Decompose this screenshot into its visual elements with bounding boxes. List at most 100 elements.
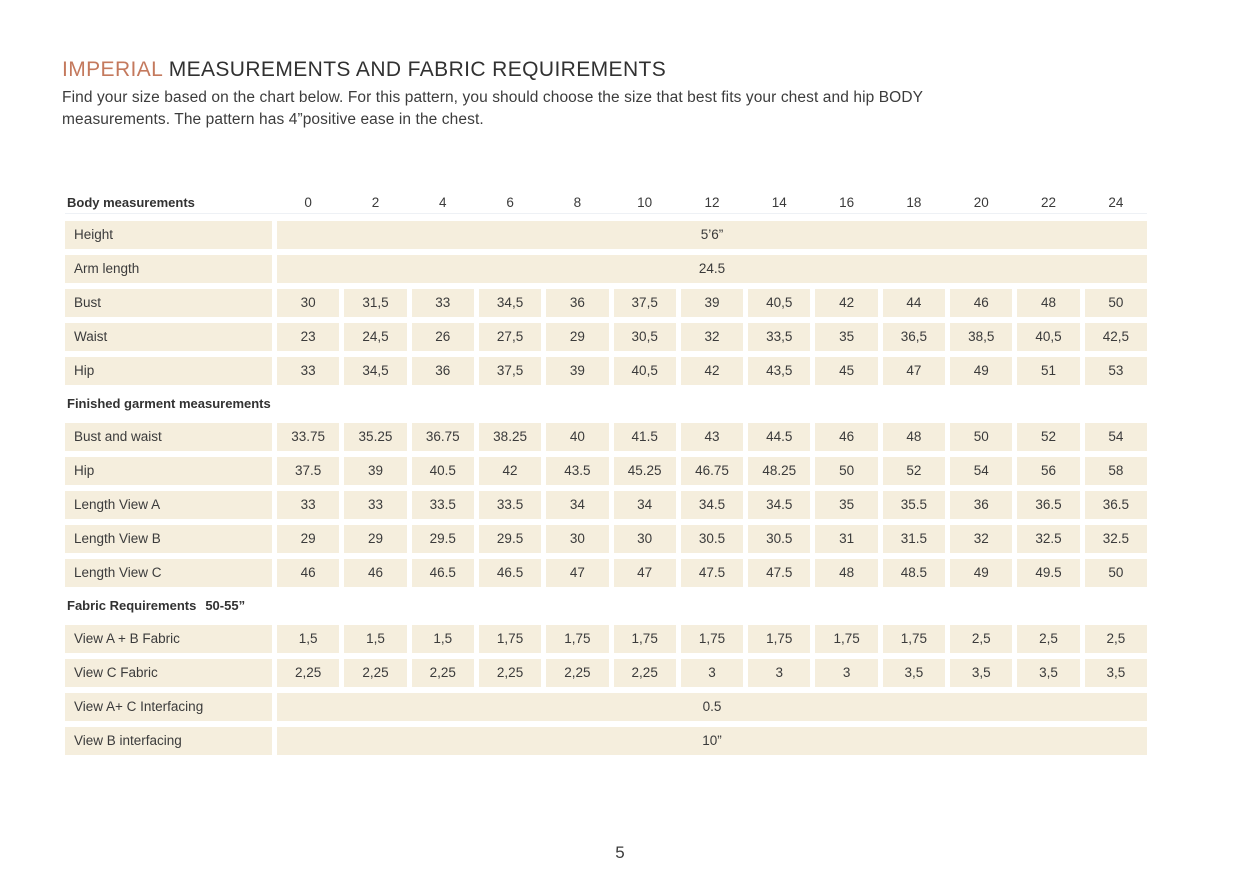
document-header: IMPERIAL MEASUREMENTS AND FABRIC REQUIRE… — [62, 58, 1122, 131]
value-cell: 46 — [815, 423, 878, 451]
value-cell: 52 — [882, 457, 946, 485]
merged-value-cell: 5’6” — [277, 221, 1147, 249]
value-cell: 42,5 — [1084, 323, 1147, 351]
row-label: Length View B — [65, 525, 272, 553]
value-cell: 39 — [680, 289, 744, 317]
value-cell: 27,5 — [478, 323, 542, 351]
merged-value-cell: 10” — [277, 727, 1147, 755]
row-label: Arm length — [65, 255, 272, 283]
value-cell: 47 — [613, 559, 676, 587]
value-cell: 3,5 — [882, 659, 946, 687]
table-row: Hip 33 34,5 36 37,5 39 40,5 42 43,5 45 47 49 51 53 — [65, 357, 1147, 385]
section-header-row: Finished garment measurements — [65, 391, 1147, 417]
value-cell: 35.25 — [344, 423, 407, 451]
value-cell: 49 — [950, 357, 1013, 385]
value-cell: 36.5 — [1017, 491, 1080, 519]
value-cell: 34 — [546, 491, 609, 519]
row-label: Hip — [65, 357, 272, 385]
value-cell: 29.5 — [478, 525, 542, 553]
value-cell: 34,5 — [478, 289, 542, 317]
value-cell: 43,5 — [748, 357, 811, 385]
value-cell: 52 — [1017, 423, 1080, 451]
row-label: Waist — [65, 323, 272, 351]
value-cell: 40 — [546, 423, 609, 451]
value-cell: 34.5 — [748, 491, 811, 519]
section-header-suffix: 50-55” — [205, 598, 246, 613]
value-cell: 3 — [680, 659, 744, 687]
table-row: Bust and waist 33.75 35.25 36.75 38.25 40 41.5… — [65, 423, 1147, 451]
value-cell: 40,5 — [748, 289, 811, 317]
value-cell: 46 — [950, 289, 1013, 317]
size-column-header: 14 — [771, 195, 787, 210]
value-cell: 3 — [815, 659, 878, 687]
value-cell: 1,75 — [748, 625, 811, 653]
value-cell: 40.5 — [411, 457, 474, 485]
table-row: Length View A 33 33 33.5 33.5 34 34 34.5 34.5 35 3… — [65, 491, 1147, 519]
value-cell: 38,5 — [950, 323, 1013, 351]
value-cell: 49 — [950, 559, 1013, 587]
value-cell: 43.5 — [546, 457, 609, 485]
value-cell: 36.5 — [1084, 491, 1147, 519]
value-cell: 34,5 — [344, 357, 407, 385]
value-cell: 2,25 — [546, 659, 609, 687]
table-row: View C Fabric 2,25 2,25 2,25 2,25 2,25 2,25 3 3 3… — [65, 659, 1147, 687]
intro-line-1: Find your size based on the chart below.… — [62, 89, 924, 106]
value-cell: 36.75 — [411, 423, 474, 451]
value-cell: 46.5 — [478, 559, 542, 587]
value-cell: 32.5 — [1084, 525, 1147, 553]
value-cell: 2,25 — [344, 659, 407, 687]
value-cell: 3 — [748, 659, 811, 687]
value-cell: 36 — [546, 289, 609, 317]
value-cell: 48.25 — [748, 457, 811, 485]
value-cell: 1,75 — [882, 625, 946, 653]
value-cell: 1,75 — [613, 625, 676, 653]
table-row: Hip 37.5 39 40.5 42 43.5 45.25 46.75 48.25 50 52 54… — [65, 457, 1147, 485]
value-cell: 46.75 — [680, 457, 744, 485]
value-cell: 36 — [950, 491, 1013, 519]
value-cell: 47.5 — [680, 559, 744, 587]
merged-value-cell: 0.5 — [277, 693, 1147, 721]
value-cell: 47.5 — [748, 559, 811, 587]
value-cell: 48.5 — [882, 559, 946, 587]
value-cell: 2,5 — [1017, 625, 1080, 653]
table-row: View A + B Fabric 1,5 1,5 1,5 1,75 1,75 1,75 1,… — [65, 625, 1147, 653]
table-row: Length View B 29 29 29.5 29.5 30 30 30.5 30.5 31 3… — [65, 525, 1147, 553]
value-cell: 46 — [344, 559, 407, 587]
table-header-label: Body measurements — [67, 195, 195, 210]
value-cell: 2,25 — [277, 659, 340, 687]
page-title: IMPERIAL MEASUREMENTS AND FABRIC REQUIRE… — [62, 58, 1122, 82]
value-cell: 51 — [1017, 357, 1080, 385]
value-cell: 1,75 — [478, 625, 542, 653]
value-cell: 30 — [277, 289, 340, 317]
value-cell: 50 — [1084, 289, 1147, 317]
value-cell: 1,5 — [411, 625, 474, 653]
size-column-header: 0 — [304, 195, 312, 210]
value-cell: 1,75 — [815, 625, 878, 653]
section-header-label: Finished garment measurements — [67, 396, 271, 411]
value-cell: 54 — [1084, 423, 1147, 451]
intro-paragraph: Find your size based on the chart below.… — [62, 87, 1122, 131]
value-cell: 2,25 — [478, 659, 542, 687]
row-label: View A+ C Interfacing — [65, 693, 272, 721]
value-cell: 29 — [277, 525, 340, 553]
value-cell: 50 — [1084, 559, 1147, 587]
value-cell: 36,5 — [882, 323, 946, 351]
value-cell: 35 — [815, 323, 878, 351]
section-header-row: Fabric Requirements 50-55” — [65, 593, 1147, 619]
value-cell: 37.5 — [277, 457, 340, 485]
value-cell: 44 — [882, 289, 946, 317]
table-row: Arm length 24.5 — [65, 255, 1147, 283]
value-cell: 32 — [950, 525, 1013, 553]
value-cell: 29 — [344, 525, 407, 553]
value-cell: 35 — [815, 491, 878, 519]
value-cell: 56 — [1017, 457, 1080, 485]
value-cell: 2,25 — [613, 659, 676, 687]
value-cell: 39 — [344, 457, 407, 485]
size-column-header: 22 — [1041, 195, 1057, 210]
value-cell: 54 — [950, 457, 1013, 485]
value-cell: 42 — [815, 289, 878, 317]
value-cell: 46.5 — [411, 559, 474, 587]
value-cell: 38.25 — [478, 423, 542, 451]
value-cell: 35.5 — [882, 491, 946, 519]
value-cell: 31,5 — [344, 289, 407, 317]
